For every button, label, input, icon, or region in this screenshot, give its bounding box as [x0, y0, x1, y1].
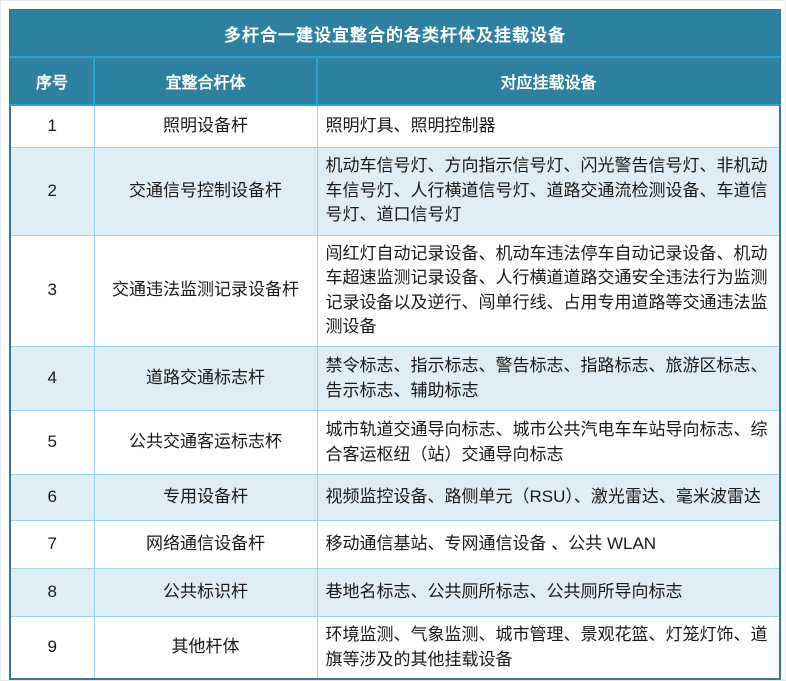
row-devices: 环境监测、气象监测、城市管理、景观花篮、灯笼灯饰、道旗等涉及的其他挂载设备 — [316, 616, 781, 680]
table-container: 多杆合一建设宜整合的各类杆体及挂载设备 序号 宜整合杆体 对应挂载设备 1 照明… — [9, 9, 781, 680]
row-pole: 照明设备杆 — [93, 104, 318, 148]
row-pole: 专用设备杆 — [93, 474, 318, 522]
table-row: 5 公共交通客运标志杯 城市轨道交通导向标志、城市公共汽电车车站导向标志、综合客… — [9, 410, 781, 476]
table-title-row: 多杆合一建设宜整合的各类杆体及挂载设备 — [10, 10, 780, 58]
row-devices: 机动车信号灯、方向指示信号灯、闪光警告信号灯、非机动车信号灯、人行横道信号灯、道… — [316, 146, 781, 236]
row-seq: 4 — [9, 346, 95, 412]
column-header-devices: 对应挂载设备 — [316, 57, 780, 106]
table-row: 6 专用设备杆 视频监控设备、路侧单元（RSU）、激光雷达、毫米波雷达 — [9, 474, 781, 522]
row-devices: 闯红灯自动记录设备、机动车违法停车自动记录设备、机动车超速监测记录设备、人行横道… — [316, 234, 781, 348]
row-devices: 移动通信基站、专网通信设备 、公共 WLAN — [316, 520, 781, 570]
column-header-seq: 序号 — [10, 57, 94, 106]
row-seq: 8 — [9, 568, 95, 618]
row-pole: 道路交通标志杆 — [93, 346, 318, 412]
row-devices: 视频监控设备、路侧单元（RSU）、激光雷达、毫米波雷达 — [316, 474, 781, 522]
table-row: 7 网络通信设备杆 移动通信基站、专网通信设备 、公共 WLAN — [9, 520, 781, 570]
table-header-row: 序号 宜整合杆体 对应挂载设备 — [10, 57, 780, 106]
table-row: 1 照明设备杆 照明灯具、照明控制器 — [9, 104, 781, 148]
row-pole: 交通信号控制设备杆 — [93, 146, 318, 236]
row-devices: 城市轨道交通导向标志、城市公共汽电车车站导向标志、综合客运枢纽（站）交通导向标志 — [316, 410, 781, 476]
row-seq: 2 — [9, 146, 95, 236]
row-devices: 巷地名标志、公共厕所标志、公共厕所导向标志 — [316, 568, 781, 618]
row-pole: 交通违法监测记录设备杆 — [93, 234, 318, 348]
table-row: 8 公共标识杆 巷地名标志、公共厕所标志、公共厕所导向标志 — [9, 568, 781, 618]
row-pole: 网络通信设备杆 — [93, 520, 318, 570]
table-row: 4 道路交通标志杆 禁令标志、指示标志、警告标志、指路标志、旅游区标志、告示标志… — [9, 346, 781, 412]
column-header-pole: 宜整合杆体 — [93, 57, 317, 106]
row-seq: 7 — [9, 520, 95, 570]
row-pole: 公共交通客运标志杯 — [93, 410, 318, 476]
table-row: 3 交通违法监测记录设备杆 闯红灯自动记录设备、机动车违法停车自动记录设备、机动… — [9, 234, 781, 348]
pole-integration-table: 多杆合一建设宜整合的各类杆体及挂载设备 序号 宜整合杆体 对应挂载设备 1 照明… — [9, 9, 781, 680]
row-seq: 6 — [9, 474, 95, 522]
row-devices: 禁令标志、指示标志、警告标志、指路标志、旅游区标志、告示标志、辅助标志 — [316, 346, 781, 412]
table-row: 2 交通信号控制设备杆 机动车信号灯、方向指示信号灯、闪光警告信号灯、非机动车信… — [9, 146, 781, 236]
row-pole: 其他杆体 — [93, 616, 318, 680]
row-seq: 3 — [9, 234, 95, 348]
table-row: 9 其他杆体 环境监测、气象监测、城市管理、景观花篮、灯笼灯饰、道旗等涉及的其他… — [9, 616, 781, 680]
row-seq: 9 — [9, 616, 95, 680]
row-devices: 照明灯具、照明控制器 — [316, 104, 781, 148]
table-title: 多杆合一建设宜整合的各类杆体及挂载设备 — [10, 10, 780, 58]
row-pole: 公共标识杆 — [93, 568, 318, 618]
row-seq: 5 — [9, 410, 95, 476]
row-seq: 1 — [9, 104, 95, 148]
